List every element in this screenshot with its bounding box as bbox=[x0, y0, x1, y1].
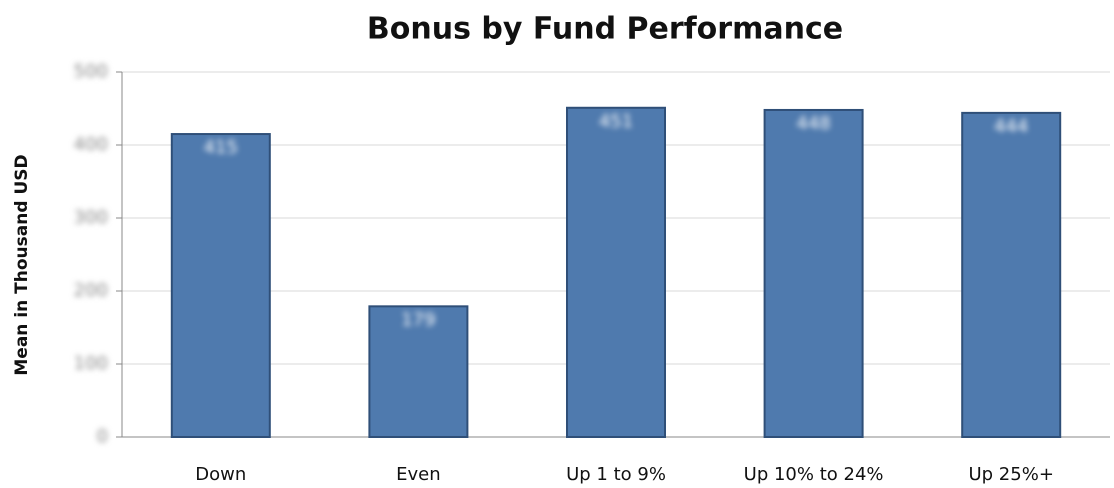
chart-title: Bonus by Fund Performance bbox=[367, 12, 843, 47]
bar bbox=[368, 305, 469, 438]
value-label: 444 bbox=[994, 116, 1028, 137]
bar bbox=[763, 108, 864, 439]
value-label: 179 bbox=[401, 309, 435, 330]
y-tick-label: 400 bbox=[74, 134, 108, 155]
bar bbox=[566, 106, 666, 439]
value-label: 415 bbox=[204, 137, 238, 158]
y-tick-label: 500 bbox=[74, 61, 108, 82]
value-label: 448 bbox=[796, 113, 830, 134]
x-tick-label: Down bbox=[195, 464, 246, 485]
bar bbox=[961, 111, 1062, 438]
y-axis-label: Mean in Thousand USD bbox=[12, 154, 32, 375]
y-tick-label: 100 bbox=[74, 353, 108, 374]
bar bbox=[170, 133, 271, 439]
x-tick-label: Up 1 to 9% bbox=[566, 464, 666, 485]
y-tick-label: 300 bbox=[74, 207, 108, 228]
x-tick-label: Even bbox=[396, 464, 441, 485]
y-tick-label: 200 bbox=[74, 280, 108, 301]
y-tick-label: 0 bbox=[97, 426, 108, 447]
x-tick-label: Up 10% to 24% bbox=[744, 464, 884, 485]
value-label: 451 bbox=[599, 111, 633, 132]
x-tick-label: Up 25%+ bbox=[968, 464, 1053, 485]
